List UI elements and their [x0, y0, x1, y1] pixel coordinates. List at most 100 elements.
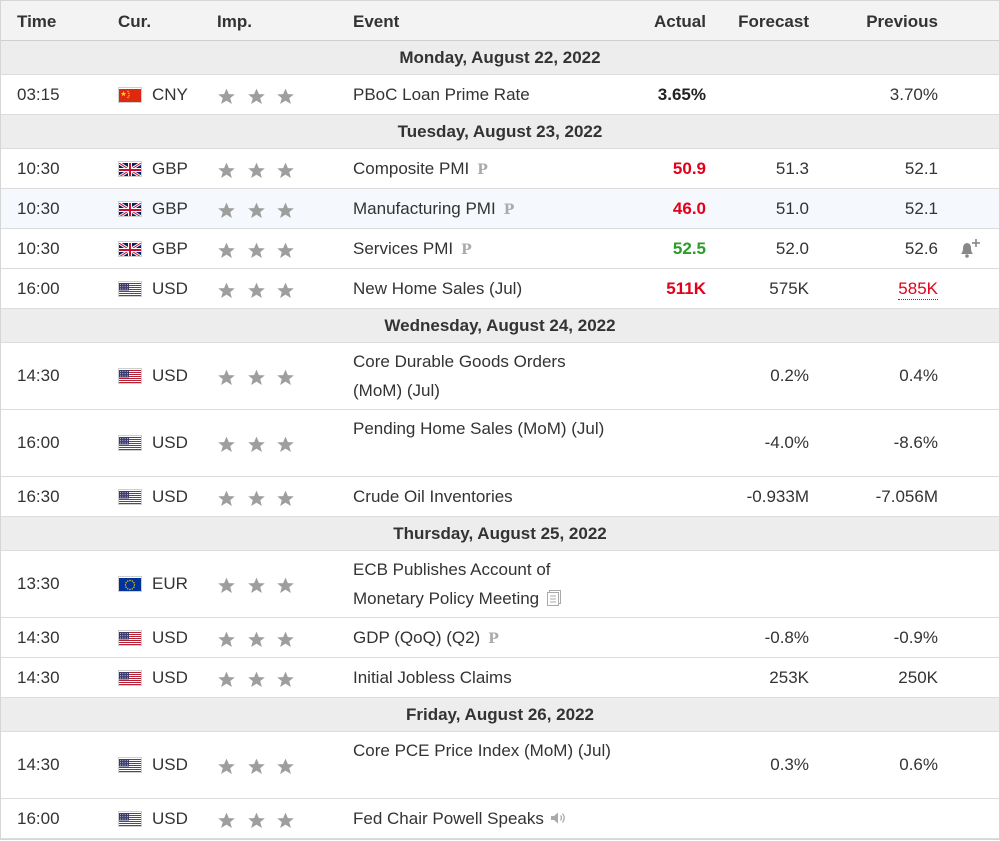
star-icon — [276, 489, 295, 508]
flag-us-icon — [118, 435, 142, 451]
event-row[interactable]: 16:00 USD Fed Chair Powell Speaks — [1, 799, 999, 839]
event-name[interactable]: Pending Home Sales (MoM) (Jul) — [353, 414, 613, 443]
event-name-text[interactable]: Pending Home Sales (MoM) (Jul) — [353, 419, 605, 438]
previous-value: 52.1 — [904, 158, 938, 178]
star-icon — [217, 241, 236, 260]
forecast-value: 0.3% — [770, 755, 809, 774]
event-time: 10:30 — [17, 158, 60, 178]
importance-stars — [217, 811, 295, 830]
header-currency[interactable]: Cur. — [118, 12, 152, 31]
event-name-text[interactable]: Crude Oil Inventories — [353, 486, 513, 506]
table-body: Monday, August 22, 2022 03:15 CNY PBoC Loan… — [1, 41, 999, 839]
star-icon — [217, 670, 236, 689]
day-header-row: Friday, August 26, 2022 — [1, 698, 999, 732]
forecast-value: -0.8% — [764, 627, 809, 647]
event-name[interactable]: Core PCE Price Index (MoM) (Jul) — [353, 736, 613, 765]
star-icon — [276, 670, 295, 689]
event-name[interactable]: New Home Sales (Jul) — [353, 274, 613, 303]
event-name-text[interactable]: New Home Sales (Jul) — [353, 278, 523, 298]
header-actual[interactable]: Actual — [654, 12, 706, 31]
importance-stars — [217, 241, 295, 260]
event-row[interactable]: 16:30 USD Crude Oil Inventories -0.933M -7.0… — [1, 477, 999, 517]
star-icon — [217, 201, 236, 220]
event-row[interactable]: 16:00 USD Pending Home Sales (MoM) (Jul) -4… — [1, 410, 999, 477]
importance-stars — [217, 670, 295, 689]
event-row[interactable]: 14:30 USD Core Durable Goods Orders (MoM) … — [1, 343, 999, 410]
flag-us-icon — [118, 280, 142, 297]
header-time[interactable]: Time — [17, 12, 57, 31]
event-row[interactable]: 14:30 USD GDP (QoQ) (Q2) P -0.8% -0.9% — [1, 618, 999, 658]
header-previous[interactable]: Previous — [866, 12, 938, 31]
event-name-text[interactable]: Initial Jobless Claims — [353, 667, 512, 687]
previous-value-revised[interactable]: 585K — [898, 278, 938, 300]
actual-value: 50.9 — [672, 158, 706, 178]
header-forecast[interactable]: Forecast — [738, 12, 809, 31]
event-name-text[interactable]: Manufacturing PMI — [353, 198, 496, 218]
star-icon — [247, 757, 266, 776]
event-name-text[interactable]: PBoC Loan Prime Rate — [353, 84, 530, 104]
actual-value: 3.65% — [657, 84, 706, 104]
event-row[interactable]: 10:30 GBP Services PMI P 52.5 52.0 52.6 — [1, 229, 999, 269]
star-icon — [276, 630, 295, 649]
flag-us-icon — [118, 629, 142, 646]
event-name[interactable]: Manufacturing PMI P — [353, 194, 613, 225]
event-time: 13:30 — [17, 574, 60, 593]
event-name[interactable]: Core Durable Goods Orders (MoM) (Jul) — [353, 347, 613, 405]
event-row[interactable]: 10:30 GBP Manufacturing PMI P 46.0 51.0 52.1 — [1, 189, 999, 229]
event-name[interactable]: Initial Jobless Claims — [353, 663, 613, 692]
event-name-text[interactable]: Fed Chair Powell Speaks — [353, 808, 544, 828]
star-icon — [247, 435, 266, 454]
flag-cn-icon — [118, 86, 142, 103]
event-name-text[interactable]: Core Durable Goods Orders (MoM) (Jul) — [353, 352, 566, 400]
header-event[interactable]: Event — [353, 12, 400, 31]
star-icon — [217, 281, 236, 300]
flag-us-icon — [118, 810, 142, 827]
flag-gb-icon — [118, 160, 142, 177]
event-currency: GBP — [152, 198, 188, 218]
flag-us-icon — [118, 368, 142, 384]
preliminary-p-icon[interactable]: P — [461, 241, 472, 258]
previous-value: 0.4% — [899, 366, 938, 385]
preliminary-p-icon[interactable]: P — [488, 630, 499, 647]
event-name[interactable]: PBoC Loan Prime Rate — [353, 80, 613, 109]
event-row[interactable]: 14:30 USD Core PCE Price Index (MoM) (Jul)… — [1, 732, 999, 799]
event-time: 16:30 — [17, 486, 60, 506]
event-name-text[interactable]: Core PCE Price Index (MoM) (Jul) — [353, 741, 611, 760]
star-icon — [276, 281, 295, 300]
event-name-text[interactable]: Composite PMI — [353, 158, 470, 178]
preliminary-p-icon[interactable]: P — [477, 161, 488, 178]
star-icon — [247, 576, 266, 595]
document-icon[interactable] — [547, 586, 562, 606]
forecast-value: 51.0 — [775, 198, 809, 218]
event-name[interactable]: Composite PMI P — [353, 154, 613, 185]
day-label: Wednesday, August 24, 2022 — [384, 316, 616, 335]
event-row[interactable]: 13:30 EUR ECB Publishes Account of Monetar… — [1, 551, 999, 618]
actual-value: 46.0 — [672, 198, 706, 218]
event-name[interactable]: Fed Chair Powell Speaks — [353, 804, 613, 833]
event-name[interactable]: ECB Publishes Account of Monetary Policy… — [353, 555, 613, 613]
flag-us-icon — [118, 488, 142, 505]
event-time: 14:30 — [17, 366, 60, 385]
event-row[interactable]: 03:15 CNY PBoC Loan Prime Rate 3.65% 3.70% — [1, 75, 999, 115]
star-icon — [217, 489, 236, 508]
event-name-text[interactable]: GDP (QoQ) (Q2) — [353, 627, 481, 647]
event-name-text[interactable]: ECB Publishes Account of Monetary Policy… — [353, 560, 551, 608]
event-name[interactable]: Crude Oil Inventories — [353, 482, 613, 511]
header-importance[interactable]: Imp. — [217, 12, 252, 31]
event-row[interactable]: 10:30 GBP Composite PMI P 50.9 51.3 52.1 — [1, 149, 999, 189]
event-time: 16:00 — [17, 808, 60, 828]
speaker-icon[interactable] — [550, 805, 568, 823]
event-row[interactable]: 16:00 USD New Home Sales (Jul) 511K 575K 585K — [1, 269, 999, 309]
day-label: Thursday, August 25, 2022 — [393, 524, 607, 543]
event-name[interactable]: Services PMI P — [353, 234, 613, 265]
forecast-value: 253K — [769, 667, 809, 687]
star-icon — [276, 161, 295, 180]
event-row[interactable]: 14:30 USD Initial Jobless Claims 253K 250K — [1, 658, 999, 698]
add-alert-bell-icon[interactable] — [957, 238, 981, 260]
event-name-text[interactable]: Services PMI — [353, 238, 454, 258]
event-name[interactable]: GDP (QoQ) (Q2) P — [353, 623, 613, 654]
preliminary-p-icon[interactable]: P — [503, 201, 515, 218]
forecast-value: 52.0 — [775, 238, 809, 258]
previous-value: -7.056M — [875, 486, 938, 506]
actual-value: 511K — [666, 278, 706, 298]
